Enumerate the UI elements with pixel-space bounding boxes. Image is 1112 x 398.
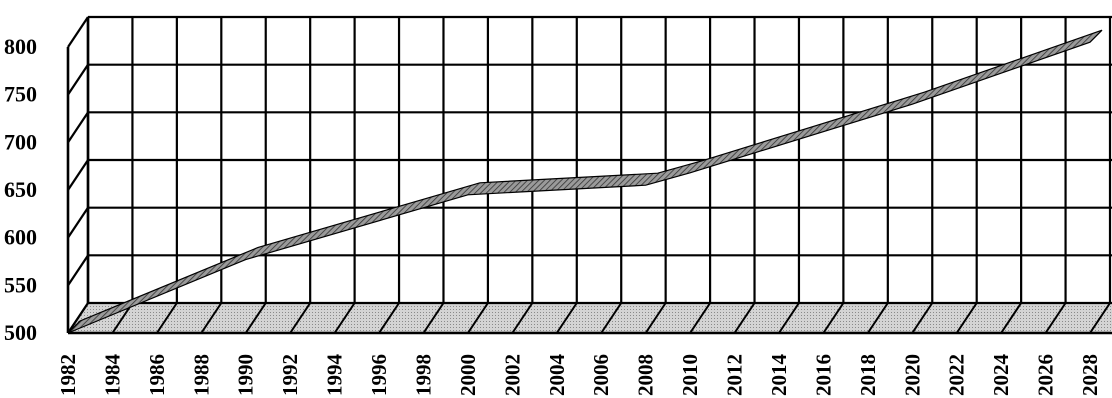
floor-diagonal (733, 302, 756, 334)
floor-diagonal (689, 302, 711, 334)
floor-diagonal (156, 302, 178, 334)
y-tick-label: 500 (4, 320, 37, 345)
chart-floor (68, 303, 1112, 333)
side-wall-diagonal (67, 64, 89, 96)
side-wall-diagonal (67, 16, 89, 48)
x-tick-label: 1984 (100, 354, 124, 397)
x-tick-label: 1986 (145, 354, 169, 396)
x-tick-label: 2008 (634, 354, 658, 396)
floor-diagonal (1089, 302, 1111, 334)
y-tick-label: 650 (4, 177, 37, 202)
side-wall-diagonal (67, 111, 89, 143)
x-tick-label: 2012 (723, 354, 747, 396)
x-tick-label: 1994 (323, 354, 347, 397)
floor-diagonal (1044, 302, 1067, 334)
floor-diagonal (289, 302, 312, 334)
floor-diagonal (511, 302, 534, 334)
x-tick-label: 2028 (1078, 354, 1102, 396)
x-tick-label: 2026 (1034, 354, 1058, 396)
floor-diagonal (822, 302, 845, 334)
floor-diagonal (778, 302, 800, 334)
x-tick-label: 1990 (234, 354, 258, 396)
x-tick-label: 2024 (989, 354, 1013, 397)
side-wall-diagonal (67, 302, 89, 334)
floor-diagonal (333, 302, 356, 334)
chart-grid (66, 15, 1112, 335)
x-tick-label: 2018 (856, 354, 880, 396)
y-tick-label: 750 (4, 82, 37, 107)
series-ribbon (67, 29, 1103, 334)
x-tick-label: 2020 (900, 354, 924, 396)
floor-diagonal (911, 302, 934, 334)
x-tick-label: 2000 (456, 354, 480, 396)
x-tick-label: 2022 (945, 354, 969, 396)
x-tick-label: 1988 (189, 354, 213, 396)
x-tick-label: 1992 (278, 354, 302, 396)
y-tick-label: 800 (4, 34, 37, 59)
x-tick-label: 1982 (56, 354, 80, 396)
x-tick-label: 2010 (678, 354, 702, 396)
floor-diagonal (644, 302, 667, 334)
x-tick-label: 2006 (589, 354, 613, 396)
y-tick-label: 600 (4, 225, 37, 250)
floor-diagonal (378, 302, 400, 334)
floor-diagonal (555, 302, 578, 334)
floor-diagonal (200, 302, 223, 334)
x-tick-label: 1998 (411, 354, 435, 396)
floor-diagonal (955, 302, 978, 334)
floor-diagonal (1000, 302, 1022, 334)
x-tick-label: 2016 (811, 354, 835, 396)
x-axis-ticks: 1982 1984 1986 1988 1990 1992 1994 1996 1998 2000… (56, 354, 1102, 397)
x-tick-label: 1996 (367, 354, 391, 396)
x-tick-label: 2014 (767, 354, 791, 397)
chart-series (67, 29, 1103, 334)
y-tick-label: 550 (4, 272, 37, 297)
floor-plane (68, 303, 1112, 333)
floor-diagonal (467, 302, 489, 334)
floor-diagonal (600, 302, 623, 334)
floor-diagonal (244, 302, 267, 334)
floor-diagonal (866, 302, 889, 334)
x-tick-label: 2004 (545, 354, 569, 397)
side-wall-diagonal (67, 254, 89, 286)
side-wall-diagonal (67, 207, 89, 239)
side-wall-diagonal (67, 159, 89, 191)
floor-diagonal (422, 302, 445, 334)
x-tick-label: 2002 (500, 354, 524, 396)
y-tick-label: 700 (4, 129, 37, 154)
y-axis-ticks: 500 550 600 650 700 750 800 (4, 34, 37, 345)
